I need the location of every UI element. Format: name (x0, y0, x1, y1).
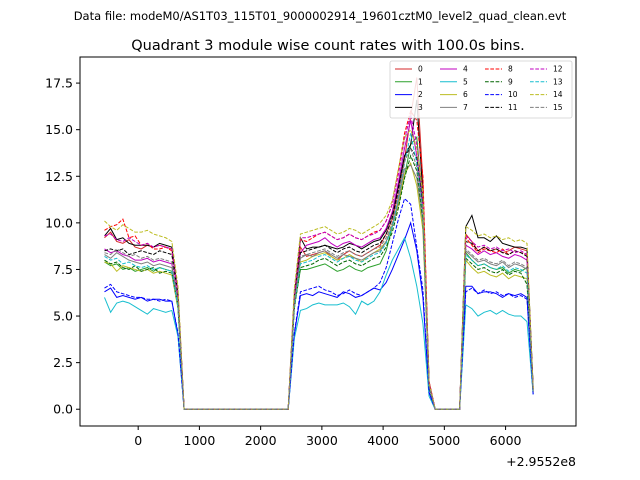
plot-lines (104, 77, 534, 410)
legend-label-0: 0 (418, 65, 423, 74)
x-tick-label: 4000 (367, 433, 399, 448)
y-tick-label: 2.5 (53, 355, 73, 370)
legend-label-7: 7 (463, 103, 468, 112)
chart-title: Quadrant 3 module wise count rates with … (131, 38, 525, 54)
series-line-14 (104, 128, 534, 410)
series-line-10 (104, 197, 534, 410)
legend-label-12: 12 (553, 65, 563, 74)
series-line-15 (104, 146, 534, 410)
legend-label-9: 9 (508, 77, 513, 86)
x-tick-label: 3000 (306, 433, 338, 448)
x-tick-label: 6000 (490, 433, 522, 448)
legend-label-8: 8 (508, 65, 513, 74)
legend-label-2: 2 (418, 90, 423, 99)
y-tick-label: 17.5 (45, 76, 73, 91)
x-axis-offset-label: +2.9552e8 (506, 454, 576, 469)
axes-frame (79, 56, 577, 427)
y-axis: 0.0 2.5 5.0 7.5 10.0 12.5 15.0 17.5 (45, 76, 80, 417)
y-tick-label: 15.0 (45, 122, 73, 137)
legend-label-5: 5 (463, 77, 468, 86)
y-tick-label: 5.0 (53, 309, 73, 324)
legend-label-10: 10 (508, 90, 518, 99)
legend-label-3: 3 (418, 103, 423, 112)
y-tick-label: 10.0 (45, 215, 73, 230)
legend-label-15: 15 (553, 103, 563, 112)
x-tick-label: 2000 (245, 433, 277, 448)
y-tick-label: 12.5 (45, 169, 73, 184)
x-tick-label: 0 (134, 433, 142, 448)
y-tick-label: 7.5 (53, 262, 73, 277)
x-tick-label: 1000 (184, 433, 216, 448)
figure-suptitle: Data file: modeM0/AS1T03_115T01_90000029… (74, 9, 567, 23)
y-tick-label: 0.0 (53, 402, 73, 417)
x-axis: 0 1000 2000 3000 4000 5000 6000 (134, 426, 522, 448)
legend-label-11: 11 (508, 103, 518, 112)
legend-label-4: 4 (463, 65, 468, 74)
x-tick-label: 5000 (428, 433, 460, 448)
legend-label-14: 14 (553, 90, 563, 99)
legend-box (389, 60, 573, 119)
legend-label-1: 1 (418, 77, 423, 86)
legend-label-6: 6 (463, 90, 468, 99)
legend-label-13: 13 (553, 77, 563, 86)
